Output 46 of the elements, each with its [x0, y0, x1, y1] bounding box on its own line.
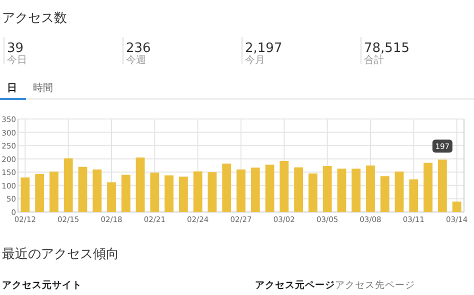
bar — [366, 166, 375, 212]
bar — [193, 171, 202, 212]
bar — [424, 162, 432, 212]
bar — [280, 160, 289, 212]
bar — [409, 179, 418, 212]
bar — [150, 172, 160, 212]
text: 日 — [7, 83, 17, 94]
bar — [322, 166, 332, 212]
bar — [337, 168, 346, 212]
bar — [107, 182, 116, 212]
bar — [236, 169, 246, 212]
text: 今日 — [7, 54, 27, 66]
bar — [308, 173, 318, 212]
text: アクセス先ページ — [335, 279, 415, 291]
bar — [164, 175, 174, 212]
text: 2,197 — [245, 41, 282, 56]
bar — [352, 168, 361, 212]
text: 39 — [7, 41, 24, 56]
text: 今週 — [126, 54, 146, 66]
text: 時間 — [33, 82, 53, 94]
bar — [394, 172, 404, 212]
text: 合計 — [364, 54, 384, 66]
text: アクセス元ページ — [255, 279, 335, 291]
bar — [452, 202, 462, 212]
bar — [380, 176, 390, 212]
bar — [250, 168, 260, 212]
bar — [178, 176, 188, 212]
bar — [208, 172, 217, 212]
bar — [64, 158, 73, 212]
bar — [222, 164, 232, 212]
text: アクセス数 — [2, 11, 67, 26]
bar — [438, 160, 447, 212]
bar — [20, 177, 30, 212]
bar — [78, 166, 88, 212]
bar — [294, 167, 304, 212]
text: 236 — [126, 41, 151, 56]
bar — [35, 174, 44, 212]
bar — [265, 164, 274, 212]
bar — [50, 172, 58, 212]
bar — [121, 174, 130, 212]
text: 最近のアクセス傾向 — [2, 247, 119, 262]
text: アクセス元サイト — [2, 279, 82, 291]
bar — [92, 169, 102, 212]
bar — [136, 158, 145, 212]
text: 今月 — [245, 54, 265, 66]
text: 78,515 — [364, 41, 410, 56]
